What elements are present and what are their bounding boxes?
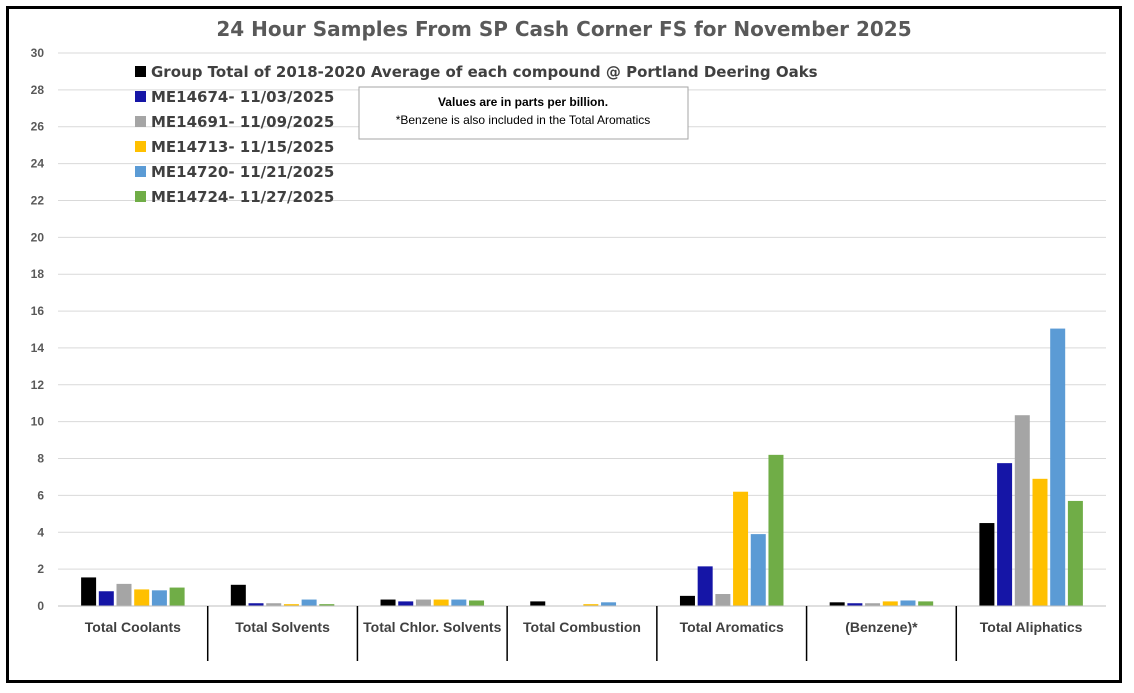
bar-5-2: [865, 603, 881, 606]
bar-1-4: [301, 599, 317, 606]
bar-3-0: [530, 601, 546, 606]
legend-swatch-4: [135, 166, 146, 177]
bar-0-0: [81, 577, 97, 606]
y-tick-0: 0: [37, 599, 44, 613]
legend-label-5: ME14724- 11/27/2025: [151, 188, 334, 206]
legend-swatch-5: [135, 191, 146, 202]
bar-6-5: [1067, 500, 1083, 606]
annotation-line1: Values are in parts per billion.: [438, 95, 608, 109]
legend: Group Total of 2018-2020 Average of each…: [135, 63, 818, 206]
legend-label-3: ME14713- 11/15/2025: [151, 138, 334, 156]
legend-swatch-0: [135, 66, 146, 77]
bar-4-5: [768, 454, 784, 606]
bar-4-2: [715, 594, 731, 606]
bar-5-5: [918, 601, 934, 606]
bar-6-1: [997, 463, 1013, 606]
y-tick-16: 16: [31, 304, 45, 318]
bar-1-2: [266, 603, 282, 606]
category-label-3: Total Combustion: [523, 619, 641, 635]
bar-4-3: [733, 491, 749, 606]
y-tick-22: 22: [31, 193, 45, 207]
y-tick-30: 30: [31, 46, 45, 60]
category-label-5: (Benzene)*: [845, 619, 918, 635]
bar-5-0: [829, 602, 845, 606]
legend-label-1: ME14674- 11/03/2025: [151, 88, 334, 106]
bar-2-4: [451, 599, 467, 606]
y-tick-20: 20: [31, 230, 45, 244]
bar-5-3: [882, 601, 898, 606]
bar-6-0: [979, 523, 995, 606]
y-tick-26: 26: [31, 120, 45, 134]
bar-6-3: [1032, 478, 1048, 606]
bar-5-4: [900, 600, 916, 606]
bar-3-4: [601, 602, 617, 606]
legend-swatch-2: [135, 116, 146, 127]
bar-2-5: [469, 600, 485, 606]
bar-1-1: [248, 603, 264, 606]
bar-6-2: [1014, 415, 1030, 606]
bar-4-4: [750, 534, 766, 606]
bar-4-0: [679, 595, 695, 606]
bar-1-0: [230, 584, 246, 606]
category-label-6: Total Aliphatics: [980, 619, 1083, 635]
bar-4-1: [697, 566, 713, 606]
bar-2-2: [415, 599, 431, 606]
x-axis: Total Coolants Total Solvents Total Chlor.…: [58, 605, 1106, 661]
y-tick-14: 14: [31, 341, 45, 355]
bar-2-1: [398, 601, 414, 606]
y-tick-6: 6: [37, 488, 44, 502]
bars: [81, 328, 1083, 606]
bar-0-4: [151, 590, 167, 606]
bar-0-5: [169, 587, 185, 606]
chart-title: 24 Hour Samples From SP Cash Corner FS f…: [216, 17, 911, 41]
legend-label-0: Group Total of 2018-2020 Average of each…: [151, 63, 818, 81]
bar-2-0: [380, 599, 396, 606]
y-tick-8: 8: [37, 452, 44, 466]
bar-0-2: [116, 583, 132, 606]
y-tick-4: 4: [37, 525, 44, 539]
bar-5-1: [847, 603, 863, 606]
annotation-line2: *Benzene is also included in the Total A…: [396, 113, 651, 127]
y-tick-24: 24: [31, 157, 45, 171]
bar-2-3: [433, 599, 449, 606]
bar-1-3: [283, 604, 299, 606]
legend-swatch-1: [135, 91, 146, 102]
bar-3-3: [583, 604, 599, 606]
category-label-2: Total Chlor. Solvents: [363, 619, 501, 635]
y-tick-12: 12: [31, 378, 45, 392]
bar-0-3: [134, 589, 150, 606]
annotation-box: Values are in parts per billion. *Benzen…: [358, 86, 689, 140]
y-tick-28: 28: [31, 83, 45, 97]
bar-1-5: [319, 604, 335, 606]
y-tick-10: 10: [31, 415, 45, 429]
chart-frame: [6, 6, 1122, 683]
legend-label-4: ME14720- 11/21/2025: [151, 163, 334, 181]
category-label-0: Total Coolants: [85, 619, 181, 635]
bar-6-4: [1050, 328, 1066, 606]
category-label-4: Total Aromatics: [680, 619, 784, 635]
legend-label-2: ME14691- 11/09/2025: [151, 113, 334, 131]
legend-swatch-3: [135, 141, 146, 152]
y-tick-2: 2: [37, 562, 44, 576]
bar-0-1: [98, 591, 114, 606]
category-label-1: Total Solvents: [235, 619, 330, 635]
y-tick-18: 18: [31, 267, 45, 281]
